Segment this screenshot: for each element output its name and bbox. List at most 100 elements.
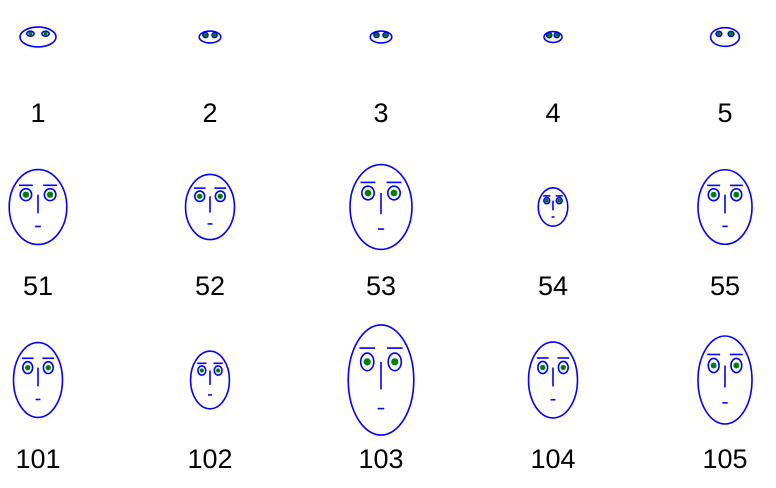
- left-eye: [707, 187, 720, 202]
- face-52: [184, 173, 236, 241]
- left-pupil: [710, 362, 717, 369]
- right-pupil: [733, 191, 740, 198]
- left-eye: [361, 185, 375, 201]
- right-eye: [211, 31, 218, 39]
- left-pupil: [364, 189, 372, 197]
- face-5: [709, 26, 741, 48]
- left-eye: [19, 187, 33, 202]
- face-outline: [537, 187, 569, 227]
- right-eye: [42, 360, 54, 375]
- right-pupil: [557, 198, 562, 203]
- face-3: [369, 30, 393, 44]
- face-outline: [8, 168, 68, 246]
- right-eye: [555, 196, 563, 205]
- left-eye: [543, 196, 551, 205]
- face-outline: [19, 26, 57, 48]
- right-pupil: [390, 189, 398, 197]
- face-55: [697, 168, 753, 246]
- face-label-4: 4: [545, 98, 560, 128]
- face-label-51: 51: [23, 271, 53, 301]
- face-outline: [347, 324, 415, 436]
- face-2: [198, 30, 222, 44]
- face-4: [543, 30, 563, 44]
- left-pupil: [547, 33, 552, 38]
- face-outline: [697, 335, 753, 425]
- left-pupil: [28, 31, 33, 36]
- left-eye: [359, 352, 375, 372]
- right-eye: [382, 31, 389, 39]
- face-51: [8, 168, 68, 246]
- face-outline: [709, 26, 741, 48]
- face-103: [347, 324, 415, 436]
- left-pupil: [203, 33, 208, 38]
- left-eye: [537, 360, 549, 375]
- face-outline: [184, 173, 236, 241]
- left-eye: [194, 190, 206, 203]
- right-pupil: [216, 368, 221, 373]
- right-pupil: [43, 31, 48, 36]
- face-outline: [697, 168, 753, 246]
- face-outline: [543, 30, 563, 44]
- face-outline: [189, 350, 231, 410]
- face-label-5: 5: [717, 98, 732, 128]
- right-eye: [553, 31, 561, 39]
- face-102: [189, 350, 231, 410]
- right-eye: [387, 185, 401, 201]
- face-104: [527, 341, 579, 419]
- left-pupil: [22, 191, 30, 198]
- face-105: [697, 335, 753, 425]
- left-pupil: [544, 198, 549, 203]
- face-label-2: 2: [202, 98, 217, 128]
- left-eye: [715, 30, 723, 38]
- right-eye: [213, 365, 223, 376]
- face-label-3: 3: [373, 98, 388, 128]
- right-eye: [727, 30, 735, 38]
- face-54: [537, 187, 569, 227]
- face-53: [349, 163, 413, 251]
- face-outline: [369, 30, 393, 44]
- left-pupil: [540, 364, 546, 371]
- left-eye: [26, 30, 35, 38]
- face-101: [12, 341, 64, 419]
- left-pupil: [363, 358, 371, 366]
- face-label-105: 105: [702, 444, 747, 474]
- left-pupil: [199, 368, 204, 373]
- face-label-54: 54: [538, 271, 568, 301]
- face-label-1: 1: [30, 98, 45, 128]
- face-label-55: 55: [710, 271, 740, 301]
- left-pupil: [716, 31, 721, 36]
- left-eye: [22, 360, 34, 375]
- face-outline: [12, 341, 64, 419]
- left-eye: [373, 31, 380, 39]
- face-label-52: 52: [195, 271, 225, 301]
- right-eye: [214, 190, 226, 203]
- right-pupil: [733, 362, 740, 369]
- left-eye: [545, 31, 553, 39]
- face-1: [19, 26, 57, 48]
- left-eye: [707, 357, 720, 374]
- right-pupil: [729, 31, 734, 36]
- right-pupil: [46, 191, 54, 198]
- face-label-101: 101: [15, 444, 60, 474]
- right-pupil: [217, 193, 223, 199]
- left-pupil: [710, 191, 717, 198]
- face-label-103: 103: [358, 444, 403, 474]
- left-pupil: [25, 364, 31, 371]
- right-pupil: [45, 364, 51, 371]
- right-eye: [387, 352, 403, 372]
- right-pupil: [554, 33, 559, 38]
- right-pupil: [560, 364, 566, 371]
- right-pupil: [383, 33, 388, 38]
- face-label-102: 102: [187, 444, 232, 474]
- right-eye: [557, 360, 569, 375]
- right-eye: [41, 30, 50, 38]
- left-eye: [197, 365, 207, 376]
- face-outline: [198, 30, 222, 44]
- left-pupil: [374, 33, 379, 38]
- right-pupil: [391, 358, 399, 366]
- face-label-53: 53: [366, 271, 396, 301]
- left-pupil: [197, 193, 203, 199]
- left-eye: [202, 31, 209, 39]
- right-eye: [730, 187, 743, 202]
